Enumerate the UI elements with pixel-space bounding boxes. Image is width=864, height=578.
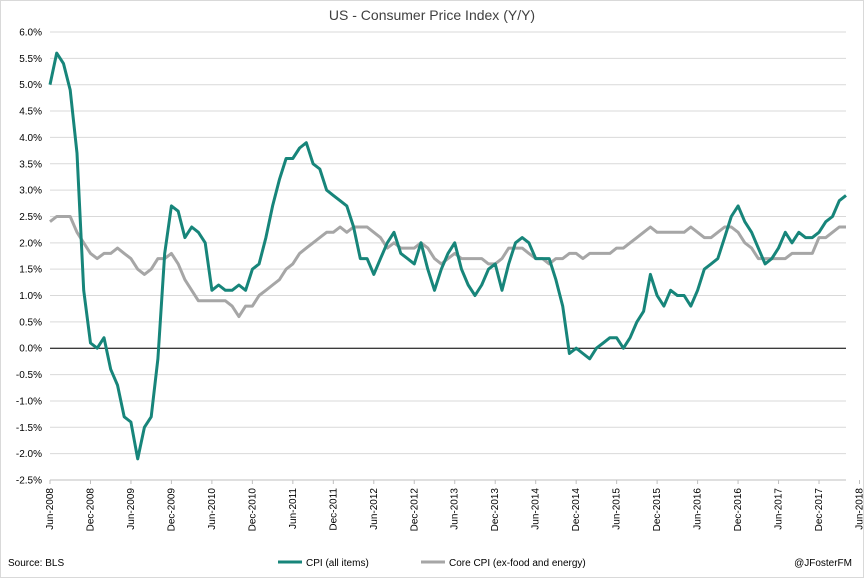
x-tick-label: Dec-2017 — [814, 488, 825, 532]
x-tick-label: Jun-2009 — [126, 488, 137, 530]
x-tick-label: Dec-2015 — [652, 488, 663, 532]
gridlines — [50, 31, 846, 481]
x-tick-label: Jun-2011 — [288, 488, 299, 529]
series-lines — [48, 51, 847, 461]
y-tick-label: 4.5% — [19, 107, 42, 118]
series-line-cpi — [48, 51, 847, 461]
x-tick-label: Dec-2011 — [328, 488, 339, 531]
x-tick-label: Jun-2017 — [774, 488, 785, 530]
x-tick-label: Jun-2015 — [612, 488, 623, 530]
y-tick-label: 2.5% — [19, 212, 42, 223]
source-note: Source: BLS — [8, 558, 64, 569]
y-tick-label: 5.0% — [19, 80, 42, 91]
y-axis: 6.0% 5.5% 5.0% 4.5% 4.0% 3.5% 3.0% 2.5% 2.0% 1.5%… — [16, 28, 42, 487]
y-tick-label: 4.0% — [19, 133, 42, 144]
x-tick-label: Jun-2013 — [450, 488, 461, 530]
chart-title: US - Consumer Price Index (Y/Y) — [329, 7, 535, 23]
x-tick-label: Dec-2010 — [247, 488, 258, 532]
x-tick-label: Dec-2009 — [166, 488, 177, 532]
x-tick-label: Jun-2016 — [693, 488, 704, 530]
legend-label-core: Core CPI (ex-food and energy) — [449, 558, 586, 569]
x-tick-label: Jun-2010 — [207, 488, 218, 530]
y-tick-label: 0.5% — [19, 317, 42, 328]
x-tick-label: Dec-2008 — [85, 488, 96, 532]
y-tick-label: 2.0% — [19, 238, 42, 249]
legend: CPI (all items) Core CPI (ex-food and en… — [278, 558, 586, 569]
y-tick-label: 1.5% — [19, 265, 42, 276]
credit-handle: @JFosterFM — [794, 558, 852, 569]
y-tick-label: -1.5% — [16, 423, 42, 434]
y-tick-label: 5.5% — [19, 54, 42, 65]
y-tick-label: 3.5% — [19, 159, 42, 170]
y-tick-label: 3.0% — [19, 186, 42, 197]
x-axis: Jun-2008 Dec-2008 Jun-2009 Dec-2009 Jun-2010… — [45, 479, 864, 532]
y-tick-label: -1.0% — [16, 396, 42, 407]
y-tick-label: -2.0% — [16, 449, 42, 460]
x-tick-label: Dec-2014 — [571, 488, 582, 532]
y-tick-label: -2.5% — [16, 476, 42, 487]
y-tick-label: 6.0% — [19, 28, 42, 39]
x-tick-label: Jun-2012 — [369, 488, 380, 530]
y-tick-label: -0.5% — [16, 370, 42, 381]
x-tick-label: Jun-2008 — [45, 488, 56, 530]
y-tick-label: 0.0% — [19, 344, 42, 355]
x-tick-label: Dec-2016 — [733, 488, 744, 532]
legend-label-cpi: CPI (all items) — [306, 558, 369, 569]
x-tick-label: Dec-2013 — [490, 488, 501, 532]
series-line-core-cpi — [49, 215, 846, 319]
y-tick-label: 1.0% — [19, 291, 42, 302]
x-tick-label: Dec-2012 — [409, 488, 420, 532]
x-tick-label: Jun-2014 — [531, 488, 542, 530]
x-tick-label: Jun-2018 — [854, 488, 864, 530]
